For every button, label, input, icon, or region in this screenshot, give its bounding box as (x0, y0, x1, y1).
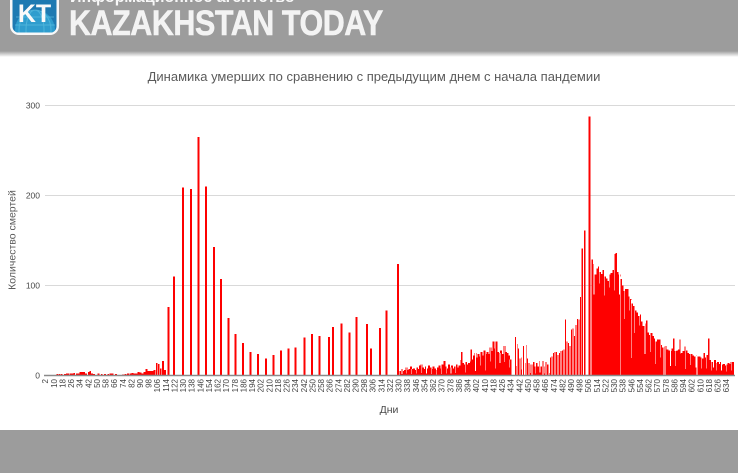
svg-text:74: 74 (119, 378, 128, 387)
svg-text:0: 0 (35, 371, 40, 381)
svg-text:506: 506 (584, 378, 593, 392)
svg-text:330: 330 (395, 378, 404, 392)
svg-text:522: 522 (602, 378, 611, 392)
svg-text:146: 146 (196, 378, 205, 392)
svg-text:514: 514 (593, 378, 602, 392)
svg-text:282: 282 (343, 378, 352, 392)
svg-text:346: 346 (412, 378, 421, 392)
svg-text:298: 298 (360, 378, 369, 392)
svg-text:474: 474 (550, 378, 559, 392)
svg-text:186: 186 (239, 378, 248, 392)
svg-text:498: 498 (576, 378, 585, 392)
svg-text:266: 266 (326, 378, 335, 392)
svg-text:394: 394 (464, 378, 473, 392)
svg-text:90: 90 (136, 378, 145, 387)
svg-text:194: 194 (248, 378, 257, 392)
svg-text:530: 530 (610, 378, 619, 392)
svg-text:2: 2 (41, 378, 50, 383)
svg-text:490: 490 (567, 378, 576, 392)
svg-text:274: 274 (334, 378, 343, 392)
svg-text:202: 202 (257, 378, 266, 392)
svg-text:130: 130 (179, 378, 188, 392)
svg-text:466: 466 (541, 378, 550, 392)
svg-text:290: 290 (352, 378, 361, 392)
svg-text:258: 258 (317, 378, 326, 392)
svg-text:34: 34 (76, 378, 85, 387)
svg-text:306: 306 (369, 378, 378, 392)
svg-text:594: 594 (679, 378, 688, 392)
svg-text:378: 378 (446, 378, 455, 392)
svg-text:578: 578 (662, 378, 671, 392)
svg-text:242: 242 (300, 378, 309, 392)
svg-text:42: 42 (84, 378, 93, 387)
svg-text:602: 602 (688, 378, 697, 392)
svg-text:KT: KT (18, 0, 51, 28)
svg-text:226: 226 (283, 378, 292, 392)
svg-text:546: 546 (627, 378, 636, 392)
svg-text:338: 338 (403, 378, 412, 392)
svg-text:250: 250 (308, 378, 317, 392)
svg-text:234: 234 (291, 378, 300, 392)
svg-text:66: 66 (110, 378, 119, 387)
svg-text:18: 18 (58, 378, 67, 387)
svg-text:114: 114 (162, 378, 171, 391)
svg-text:386: 386 (455, 378, 464, 392)
svg-text:586: 586 (670, 378, 679, 392)
svg-text:570: 570 (653, 378, 662, 392)
svg-text:170: 170 (222, 378, 231, 392)
svg-text:634: 634 (722, 378, 731, 392)
svg-text:402: 402 (472, 378, 481, 392)
svg-text:178: 178 (231, 378, 240, 392)
svg-text:106: 106 (153, 378, 162, 392)
svg-text:370: 370 (438, 378, 447, 392)
svg-text:82: 82 (127, 378, 136, 387)
svg-text:58: 58 (102, 378, 111, 387)
svg-text:362: 362 (429, 378, 438, 392)
svg-text:98: 98 (145, 378, 154, 387)
svg-text:154: 154 (205, 378, 214, 392)
svg-text:314: 314 (377, 378, 386, 392)
svg-text:10: 10 (50, 378, 59, 387)
svg-text:626: 626 (714, 378, 723, 392)
svg-text:410: 410 (481, 378, 490, 392)
svg-text:458: 458 (533, 378, 542, 392)
svg-text:442: 442 (515, 378, 524, 392)
svg-text:322: 322 (386, 378, 395, 392)
svg-text:538: 538 (619, 378, 628, 392)
svg-text:210: 210 (265, 378, 274, 392)
svg-text:50: 50 (93, 378, 102, 387)
svg-text:200: 200 (26, 191, 40, 201)
svg-text:162: 162 (214, 378, 223, 392)
svg-text:300: 300 (26, 101, 40, 111)
svg-text:418: 418 (489, 378, 498, 392)
svg-text:218: 218 (274, 378, 283, 392)
svg-text:562: 562 (645, 378, 654, 392)
svg-text:122: 122 (171, 378, 180, 392)
svg-text:450: 450 (524, 378, 533, 392)
svg-text:26: 26 (67, 378, 76, 387)
svg-text:100: 100 (26, 281, 40, 291)
svg-text:Дни: Дни (380, 404, 399, 416)
svg-text:Количество смертей: Количество смертей (7, 190, 19, 290)
svg-text:610: 610 (696, 378, 705, 392)
svg-text:Динамика умерших по сравнению: Динамика умерших по сравнению с предыдущ… (148, 69, 601, 84)
svg-text:554: 554 (636, 378, 645, 392)
svg-text:426: 426 (498, 378, 507, 392)
svg-text:482: 482 (558, 378, 567, 392)
svg-text:434: 434 (507, 378, 516, 392)
svg-text:618: 618 (705, 378, 714, 392)
svg-text:354: 354 (420, 378, 429, 392)
svg-text:138: 138 (188, 378, 197, 392)
